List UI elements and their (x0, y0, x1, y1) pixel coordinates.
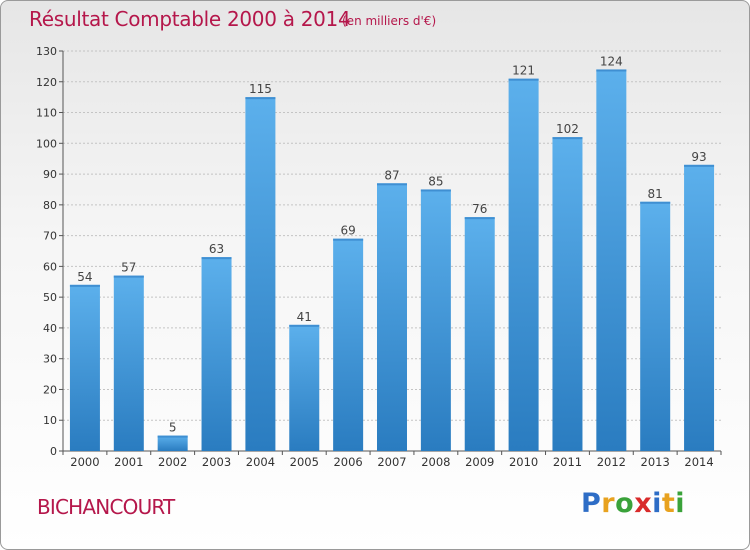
logo-letter: i (652, 488, 662, 519)
bar-top-edge (245, 97, 276, 100)
x-tick-label: 2009 (465, 455, 494, 469)
bar (113, 275, 144, 451)
bar-value-label: 81 (648, 187, 663, 201)
x-tick-label: 2005 (290, 455, 319, 469)
logo-letter: x (634, 488, 653, 519)
x-tick-label: 2002 (158, 455, 187, 469)
bar-value-label: 124 (600, 54, 623, 68)
y-tick-label: 90 (43, 168, 57, 181)
bar (201, 257, 232, 451)
y-tick-label: 100 (36, 137, 57, 150)
bar-top-edge (201, 257, 232, 260)
bar-value-label: 115 (249, 82, 272, 96)
logo-letter: P (581, 488, 602, 519)
x-tick-label: 2012 (597, 455, 626, 469)
y-tick-label: 0 (50, 445, 57, 458)
bar-top-edge (333, 238, 364, 241)
bar-value-label: 41 (297, 310, 312, 324)
x-tick-label: 2006 (333, 455, 362, 469)
chart-subtitle: (en milliers d'€) (342, 14, 437, 28)
x-tick-label: 2007 (377, 455, 406, 469)
bar-value-label: 85 (428, 174, 443, 188)
x-tick-label: 2004 (246, 455, 275, 469)
commune-name: BICHANCOURT (37, 495, 175, 519)
bar-value-label: 76 (472, 202, 487, 216)
y-tick-label: 40 (43, 322, 57, 335)
bar-top-edge (684, 164, 715, 167)
logo-letter: r (601, 488, 616, 519)
bar-top-edge (157, 435, 188, 438)
y-tick-label: 130 (36, 45, 57, 58)
bar-top-edge (289, 324, 320, 327)
logo-letter: i (675, 488, 686, 519)
bar (596, 69, 627, 451)
labels: 2000 54 2001 57 2002 5 2003 63 2004 115 2005 41 2006… (70, 54, 713, 469)
y-tick-label: 60 (43, 260, 57, 273)
bar (464, 217, 495, 451)
y-tick-label: 30 (43, 353, 57, 366)
bar-top-edge (464, 217, 495, 220)
chart-title: Résultat Comptable 2000 à 2014 (29, 7, 351, 31)
bar-top-edge (508, 78, 539, 81)
bar (640, 201, 671, 451)
bar (552, 137, 583, 451)
x-tick-label: 2014 (684, 455, 713, 469)
logo-letter: t (661, 488, 676, 519)
y-tick-label: 70 (43, 230, 57, 243)
y-tick-label: 10 (43, 414, 57, 427)
x-tick-label: 2011 (553, 455, 582, 469)
bar-top-edge (552, 137, 583, 140)
y-tick-label: 20 (43, 383, 57, 396)
bar-value-label: 121 (512, 64, 535, 78)
y-tick-label: 80 (43, 199, 57, 212)
bar-top-edge (69, 284, 100, 287)
bar (377, 183, 407, 452)
bar (69, 284, 100, 451)
bar-top-edge (640, 201, 671, 204)
bar-top-edge (377, 183, 407, 186)
bar-value-label: 54 (77, 270, 92, 284)
bar-value-label: 63 (209, 242, 224, 256)
bar (684, 164, 715, 451)
x-tick-label: 2010 (509, 455, 538, 469)
bar-value-label: 93 (691, 150, 706, 164)
x-tick-label: 2013 (641, 455, 670, 469)
bar (289, 324, 320, 451)
bars (69, 69, 715, 452)
bar-value-label: 102 (556, 122, 579, 136)
proxiti-logo: Proxiti (581, 488, 685, 519)
bar (245, 97, 276, 452)
y-tick-label: 120 (36, 76, 57, 89)
bar-value-label: 57 (121, 261, 136, 275)
bar (157, 435, 188, 451)
x-tick-label: 2000 (70, 455, 99, 469)
bar (508, 78, 539, 451)
y-tick-label: 110 (36, 107, 57, 120)
x-tick-label: 2003 (202, 455, 231, 469)
bar-value-label: 5 (169, 421, 177, 435)
logo-letter: o (615, 488, 635, 519)
x-tick-label: 2008 (421, 455, 450, 469)
bar-top-edge (596, 69, 627, 72)
bar-top-edge (113, 275, 144, 278)
y-tick-label: 50 (43, 291, 57, 304)
x-tick-label: 2001 (114, 455, 143, 469)
bar-top-edge (420, 189, 451, 192)
bar (333, 238, 364, 451)
bar-value-label: 69 (340, 224, 355, 238)
bar-value-label: 87 (384, 168, 399, 182)
bar (420, 189, 451, 451)
